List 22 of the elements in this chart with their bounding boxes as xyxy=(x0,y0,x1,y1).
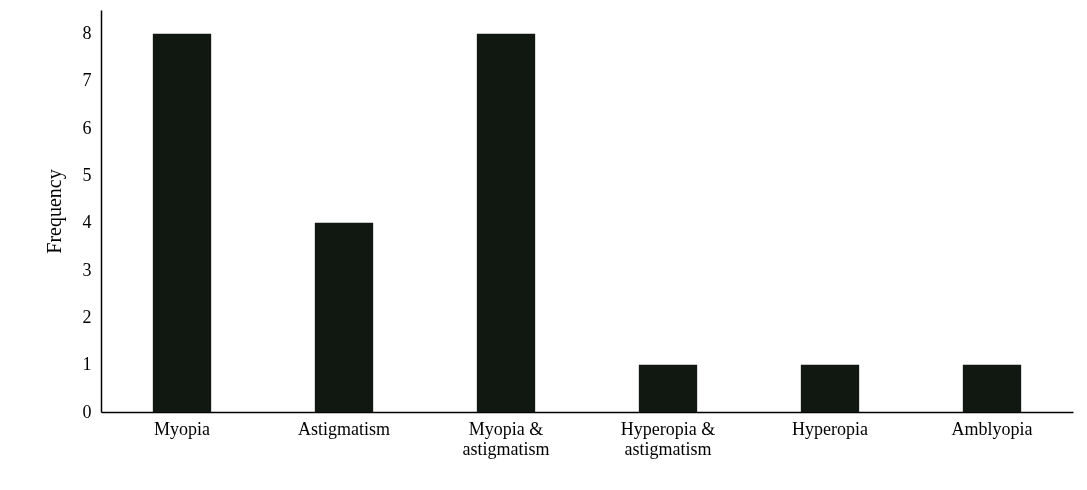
y-tick-label: 3 xyxy=(82,259,92,280)
x-tick-label: Hyperopia & astigmatism xyxy=(620,418,716,459)
x-tick-label: Myopia xyxy=(154,418,211,439)
y-tick-label: 5 xyxy=(82,165,92,186)
x-tick-label: Amblyopia xyxy=(951,418,1033,439)
y-tick-label: 4 xyxy=(82,212,92,233)
bar xyxy=(152,33,212,412)
x-tick-label: Astigmatism xyxy=(297,418,391,439)
y-tick-label: 8 xyxy=(82,23,92,44)
y-tick-label: 2 xyxy=(82,306,92,327)
x-tick-label: Hyperopia xyxy=(792,418,868,439)
bar xyxy=(638,364,698,412)
y-tick-label: 0 xyxy=(82,401,92,422)
y-axis-title: Frequency xyxy=(42,169,66,254)
bar xyxy=(800,364,860,412)
bar xyxy=(476,33,536,412)
x-tick-label: Myopia & astigmatism xyxy=(462,418,550,459)
y-tick-label: 6 xyxy=(82,117,92,138)
bar xyxy=(314,222,374,412)
y-tick-label: 7 xyxy=(82,70,92,91)
y-tick-label: 1 xyxy=(82,354,92,375)
bar xyxy=(962,364,1022,412)
